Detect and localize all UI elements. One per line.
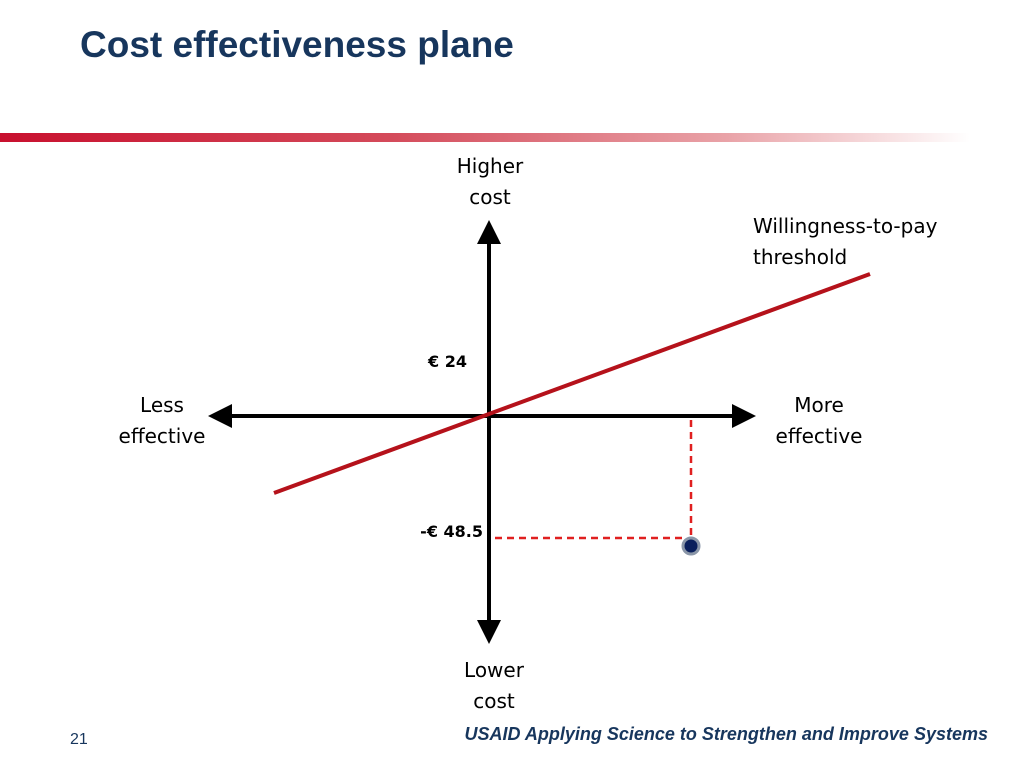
axis-bottom-label-line1: Lower [464, 658, 525, 682]
slide-title: Cost effectiveness plane [80, 24, 514, 65]
axis-left-label-line2: effective [119, 424, 206, 448]
axis-right-label-line2: effective [776, 424, 863, 448]
point-cost-label: -€ 48.5 [420, 522, 483, 541]
axis-bottom-label-line2: cost [473, 689, 515, 713]
axis-top-label-line1: Higher [457, 154, 524, 178]
page-number: 21 [70, 731, 88, 748]
axis-right-label-line1: More [794, 393, 844, 417]
threshold-line [273, 272, 871, 495]
title-divider [0, 133, 970, 142]
threshold-label-line1: Willingness-to-pay [753, 214, 938, 238]
axis-left-label-line1: Less [140, 393, 184, 417]
axis-top-label-line2: cost [469, 185, 511, 209]
threshold-value-label: € 24 [427, 352, 467, 371]
threshold-label-line2: threshold [753, 245, 847, 269]
footer-text: USAID Applying Science to Strengthen and… [464, 724, 988, 744]
result-point [681, 536, 701, 556]
